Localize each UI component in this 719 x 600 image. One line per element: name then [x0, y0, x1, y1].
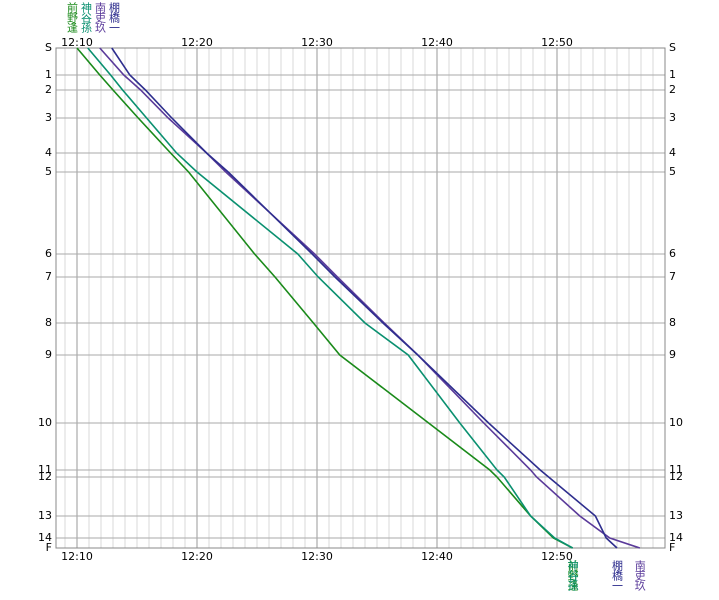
runner-line	[87, 47, 573, 549]
y-tick-label: 6	[45, 247, 52, 260]
y-tick-label: 11	[38, 463, 52, 476]
y-tick-label: 3	[669, 111, 676, 124]
y-tick-label: 5	[669, 165, 676, 178]
runner-name-top: 棚橋一	[108, 1, 121, 32]
runner-name-bottom: 南吏玖	[633, 560, 646, 592]
runner-line	[76, 47, 573, 549]
y-tick-label: 7	[669, 270, 676, 283]
runner-name-top: 南吏玖	[94, 2, 107, 34]
runner-name-bottom: 前野逢	[566, 559, 579, 591]
runner-name-bottom: 棚橋一	[611, 559, 624, 590]
y-tick-label: 10	[669, 416, 683, 429]
x-tick-label: 12:40	[421, 36, 453, 49]
y-tick-label: 1	[45, 68, 52, 81]
y-tick-label: 13	[38, 509, 52, 522]
x-tick-label: 12:30	[301, 36, 333, 49]
runner-line	[99, 47, 641, 549]
y-tick-label: 9	[669, 348, 676, 361]
runner-line	[111, 47, 618, 549]
y-tick-label: 7	[45, 270, 52, 283]
y-tick-label: 8	[669, 316, 676, 329]
x-tick-label: 12:50	[541, 36, 573, 49]
y-tick-label: 8	[45, 316, 52, 329]
y-tick-label: 4	[669, 146, 676, 159]
y-tick-label: 1	[669, 68, 676, 81]
y-tick-label: F	[46, 541, 52, 554]
y-tick-label: 4	[45, 146, 52, 159]
y-tick-label: 3	[45, 111, 52, 124]
x-tick-label: 12:10	[61, 36, 93, 49]
y-tick-label: 10	[38, 416, 52, 429]
runner-name-top: 前野逢	[66, 1, 79, 33]
y-tick-label: F	[669, 541, 675, 554]
x-tick-label: 12:20	[181, 550, 213, 563]
y-tick-label: 2	[45, 83, 52, 96]
y-tick-label: S	[669, 41, 676, 54]
x-tick-label: 12:50	[541, 550, 573, 563]
y-tick-label: 14	[38, 531, 52, 544]
x-tick-label: 12:20	[181, 36, 213, 49]
y-tick-label: 11	[669, 463, 683, 476]
runner-name-top: 神谷孫	[80, 1, 93, 33]
runner-name-bottom: 神谷孫	[566, 559, 579, 591]
x-tick-label: 12:10	[61, 550, 93, 563]
y-tick-label: 12	[669, 470, 683, 483]
y-tick-label: 6	[669, 247, 676, 260]
y-tick-label: 5	[45, 165, 52, 178]
x-tick-label: 12:30	[301, 550, 333, 563]
y-tick-label: 12	[38, 470, 52, 483]
y-tick-label: S	[45, 41, 52, 54]
y-tick-label: 13	[669, 509, 683, 522]
plot-frame	[55, 47, 666, 549]
y-tick-label: 14	[669, 531, 683, 544]
x-tick-label: 12:40	[421, 550, 453, 563]
y-tick-label: 2	[669, 83, 676, 96]
y-tick-label: 9	[45, 348, 52, 361]
